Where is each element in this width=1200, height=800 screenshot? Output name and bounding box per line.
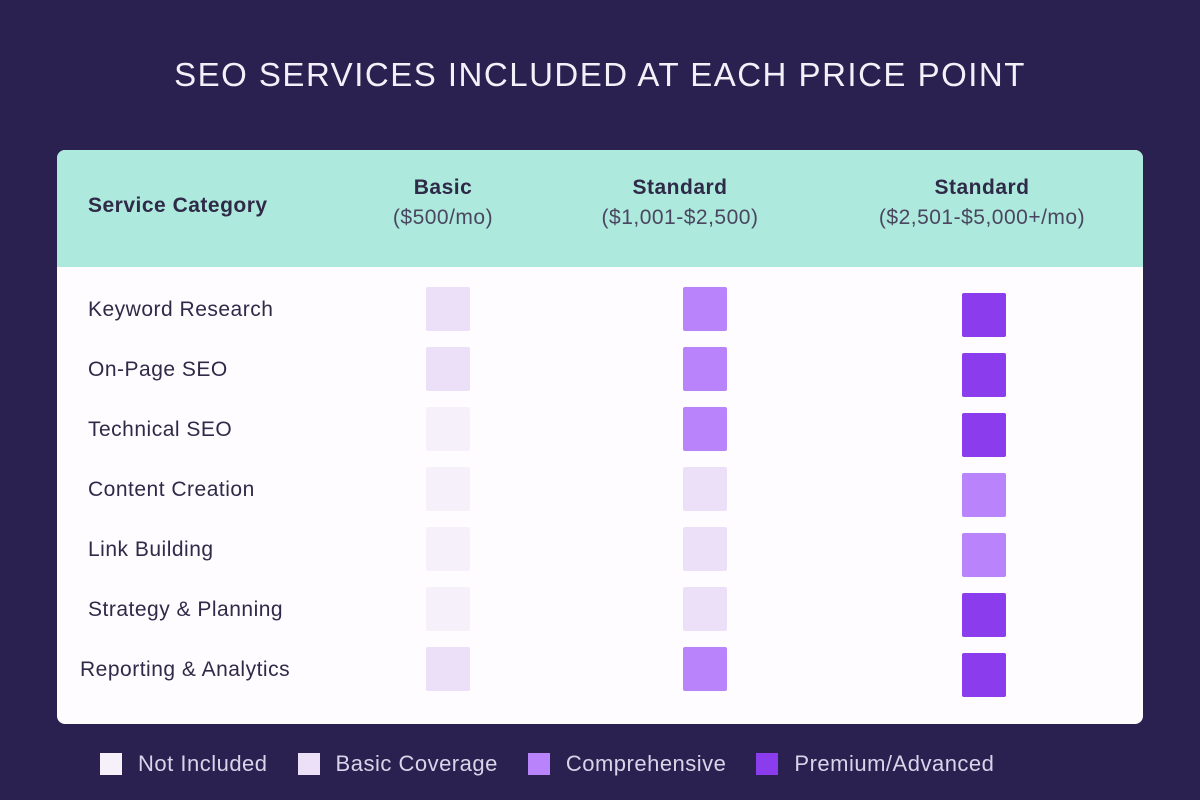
header-service-category: Service Category [88, 194, 268, 217]
heatmap-cell [426, 527, 470, 571]
legend-label: Premium/Advanced [794, 751, 995, 776]
heatmap-cell [683, 347, 727, 391]
heatmap-cell [683, 287, 727, 331]
row-label: Link Building [88, 538, 214, 561]
heatmap-cell [962, 653, 1006, 697]
legend-label: Not Included [138, 751, 268, 776]
row-label: On-Page SEO [88, 358, 228, 381]
legend-swatch [100, 753, 122, 775]
legend-item: Comprehensive [527, 751, 727, 777]
column-price: ($500/mo) [392, 206, 494, 229]
heatmap-cell [426, 587, 470, 631]
heatmap-cell [426, 467, 470, 511]
row-label: Reporting & Analytics [80, 658, 291, 681]
legend-item: Basic Coverage [297, 751, 498, 777]
heatmap-cell [426, 647, 470, 691]
heatmap-cell [426, 347, 470, 391]
column-name: Basic [413, 176, 473, 199]
heatmap-cell [683, 587, 727, 631]
heatmap-cell [683, 647, 727, 691]
chart-title: SEO SERVICES INCLUDED AT EACH PRICE POIN… [174, 56, 1026, 93]
header-column-standard: Standard ($1,001-$2,500) [530, 176, 830, 230]
legend-swatch [527, 753, 550, 775]
heatmap-table: Service Category Basic ($500/mo) Standar… [57, 150, 1143, 724]
column-name: Standard [934, 176, 1030, 199]
heatmap-cell [426, 287, 470, 331]
table-header: Service Category Basic ($500/mo) Standar… [57, 150, 1143, 267]
column-price: ($1,001-$2,500) [601, 206, 759, 229]
legend-label: Basic Coverage [335, 751, 498, 776]
legend-swatch [297, 753, 320, 775]
heatmap-cell [962, 593, 1006, 637]
row-label: Keyword Research [88, 298, 274, 321]
row-label: Strategy & Planning [88, 598, 284, 621]
heatmap-cell [426, 407, 470, 451]
legend: Not Included Basic Coverage Comprehensive P… [100, 751, 1024, 777]
heatmap-cell [962, 353, 1006, 397]
header-column-basic: Basic ($500/mo) [293, 176, 593, 230]
legend-item: Not Included [100, 751, 268, 777]
column-price: ($2,501-$5,000+/mo) [878, 206, 1086, 229]
row-label: Content Creation [88, 478, 255, 501]
heatmap-cell [962, 293, 1006, 337]
legend-item: Premium/Advanced [756, 751, 994, 777]
header-column-standard-plus: Standard ($2,501-$5,000+/mo) [832, 176, 1132, 230]
heatmap-cell [683, 467, 727, 511]
legend-label: Comprehensive [565, 751, 727, 776]
heatmap-cell [962, 413, 1006, 457]
row-label: Technical SEO [88, 418, 233, 441]
legend-swatch [756, 753, 779, 775]
column-name: Standard [632, 176, 728, 199]
heatmap-cell [683, 407, 727, 451]
heatmap-cell [962, 533, 1006, 577]
heatmap-cell [683, 527, 727, 571]
heatmap-cell [962, 473, 1006, 517]
